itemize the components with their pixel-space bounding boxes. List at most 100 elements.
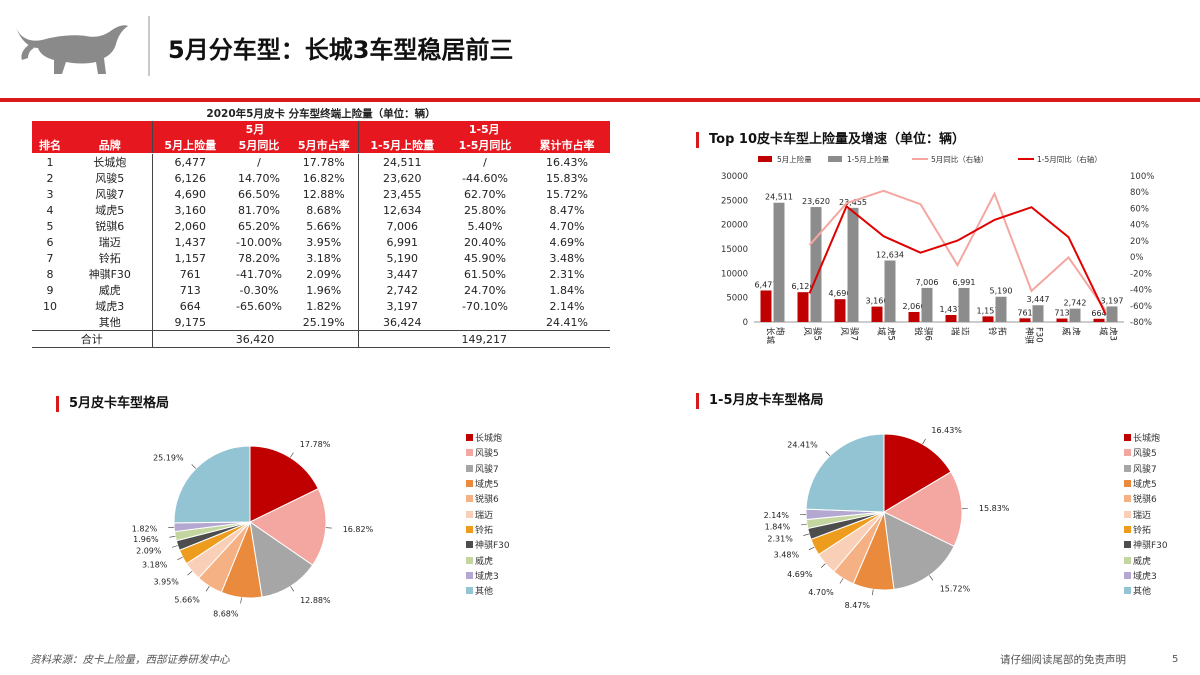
category-label: F30: [1034, 327, 1044, 343]
table-cell: 36,424: [357, 314, 446, 331]
source-note: 资料来源：皮卡上险量，西部证券研发中心: [30, 654, 230, 666]
y2-tick-label: -40%: [1130, 286, 1152, 296]
may-share-pie-chart: 17.78% 16.82% 12.88% 8.68% 5.66% 3.95% 3.18% 2.…: [132, 440, 374, 618]
category-label: 虎5: [886, 327, 897, 341]
legend-item: 威虎: [1124, 552, 1168, 567]
legend-label: 锐骐6: [475, 495, 499, 506]
column-header: 品牌: [68, 137, 152, 154]
table-row: 9 威虎 713 -0.30% 1.96% 2,742 24.70% 1.84%: [32, 282, 610, 298]
category-label: 长城: [765, 327, 776, 345]
table-cell: 20.40%: [464, 235, 506, 249]
table-cell: 6,477: [151, 153, 228, 170]
table-cell: 1,437: [151, 234, 228, 250]
table-cell: 15.83%: [546, 171, 588, 185]
legend-swatch: [1124, 495, 1131, 503]
bar: [982, 316, 994, 322]
pie-data-label: 4.70%: [808, 588, 834, 597]
table-cell: 3.48%: [549, 251, 585, 265]
bar-data-label: 23,455: [839, 198, 867, 207]
table-cell: 9,175: [151, 314, 228, 331]
table-cell: 风骏5: [95, 172, 125, 185]
top10-bar-chart: 5月上险量 1-5月上险量 5月同比（右轴） 1-5月同比（右轴） 0 5000 10000…: [721, 154, 1154, 345]
category-label: 虎: [1071, 327, 1082, 336]
header-rule: [0, 98, 1200, 102]
legend-label: 其他: [1133, 587, 1152, 598]
pie-data-label: 1.84%: [765, 523, 791, 532]
legend-label: 瑞迈: [475, 510, 494, 521]
legend-label: 长城炮: [475, 434, 503, 445]
category-label: 虎3: [1108, 327, 1119, 341]
legend-label: 锐骐6: [1133, 495, 1157, 506]
y-tick-label: 20000: [721, 221, 748, 231]
pie-slice: [883, 433, 952, 513]
bar-data-label: 2,060: [903, 302, 926, 311]
table-cell: 5,190: [357, 250, 446, 266]
category-label: 骏7: [849, 327, 860, 341]
table-cell: 4: [46, 203, 54, 217]
bar-data-label: 12,634: [876, 251, 904, 260]
table-cell: /: [483, 155, 487, 169]
table-cell: 4.69%: [549, 235, 585, 249]
svg-text:1-5月同比（右轴）: 1-5月同比（右轴）: [1037, 154, 1102, 164]
pie-may-title: 5月皮卡车型格局: [56, 396, 169, 412]
pie-slice: [805, 433, 885, 513]
bar-data-label: 6,991: [953, 278, 976, 287]
growth-line: [808, 189, 1107, 311]
legend-label: 域虎3: [475, 571, 499, 582]
svg-text:5月上险量: 5月上险量: [777, 154, 812, 164]
table-cell: 61.50%: [464, 267, 506, 281]
table-cell: 长城炮: [93, 156, 127, 169]
page-title: 5月分车型：长城3车型稳居前三: [168, 36, 514, 64]
table-cell: 78.20%: [238, 251, 280, 265]
legend-swatch: [466, 587, 473, 595]
header-divider: [148, 16, 150, 76]
bar: [1069, 308, 1081, 322]
column-header: 累计市占率: [524, 137, 610, 154]
y2-tick-label: 100%: [1130, 172, 1154, 182]
pie-data-label: 5.66%: [174, 596, 200, 605]
bar-data-label: 3,160: [866, 297, 889, 306]
table-row: 10 域虎3 664 -65.60% 1.82% 3,197 -70.10% 2.14%: [32, 298, 610, 314]
table-cell: 24,511: [357, 153, 446, 170]
bar: [921, 287, 933, 322]
category-label: 骏5: [812, 327, 823, 341]
legend-label: 神骐F30: [475, 541, 510, 552]
table-cell: 66.50%: [238, 187, 280, 201]
bar-data-label: 7,006: [916, 278, 939, 287]
table-cell: 10: [43, 299, 57, 313]
table-cell: 8: [46, 267, 54, 281]
legend-item: 域虎3: [466, 568, 510, 583]
pie-slice: [173, 445, 251, 524]
table-cell: 9: [46, 283, 54, 297]
legend-item: 神骐F30: [1124, 537, 1168, 552]
legend-item: 风骏5: [1124, 445, 1168, 460]
y2-tick-label: -20%: [1130, 269, 1152, 279]
legend-label: 长城炮: [1133, 434, 1161, 445]
bar: [773, 202, 785, 322]
table-cell: -70.10%: [462, 299, 508, 313]
table-cell: 3,160: [151, 202, 228, 218]
legend-item: 风骏7: [466, 461, 510, 476]
pie-data-label: 3.48%: [774, 550, 800, 559]
legend-item: 域虎3: [1124, 568, 1168, 583]
legend-swatch: [466, 541, 473, 549]
legend-label: 神骐F30: [1133, 541, 1168, 552]
legend-swatch: [1124, 556, 1131, 564]
table-cell: 瑞迈: [98, 236, 121, 249]
table-cell: 1.82%: [306, 299, 342, 313]
table-cell: 风骏7: [95, 188, 125, 201]
bar: [810, 207, 822, 322]
bar-data-label: 761: [1017, 308, 1032, 317]
page-number: 5: [1172, 654, 1179, 665]
table-cell: 3: [46, 187, 54, 201]
table-cell: 其他: [98, 316, 121, 329]
bar: [1056, 318, 1068, 322]
y2-tick-label: 80%: [1130, 188, 1149, 198]
table-cell: 62.70%: [464, 187, 506, 201]
pie-data-label: 25.19%: [153, 453, 184, 462]
category-label: 铃: [987, 327, 998, 336]
bar: [834, 299, 846, 322]
table-cell: 45.90%: [464, 251, 506, 265]
legend-swatch: [1124, 510, 1131, 518]
legend-label: 威虎: [1133, 556, 1152, 567]
